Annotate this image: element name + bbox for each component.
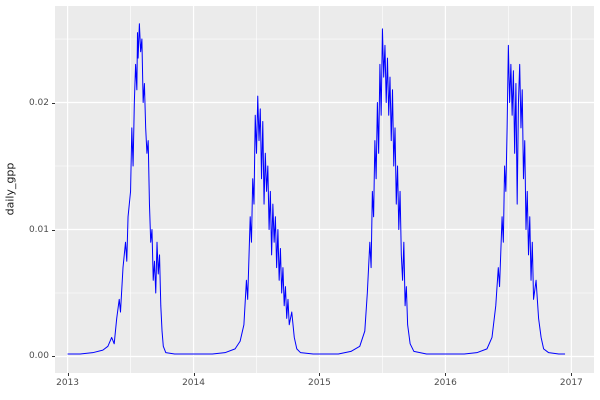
daily-gpp-line	[67, 23, 566, 355]
x-axis-tick	[445, 373, 447, 376]
y-axis-title: daily_gpp	[3, 162, 17, 216]
x-axis-tick	[193, 373, 195, 376]
x-tick-label: 2013	[56, 378, 80, 388]
x-axis-tick	[571, 373, 573, 376]
y-tick-label: 0.00	[28, 351, 49, 362]
line-chart-svg	[55, 6, 594, 373]
x-tick-label: 2014	[182, 378, 205, 388]
x-axis-tick	[67, 373, 69, 376]
y-axis-tick	[52, 229, 55, 231]
y-tick-label: 0.02	[28, 97, 49, 108]
y-tick-label: 0.01	[28, 224, 49, 235]
y-axis-tick	[52, 356, 55, 358]
x-tick-label: 2015	[308, 378, 331, 388]
x-tick-label: 2016	[433, 378, 457, 388]
x-axis-tick	[319, 373, 321, 376]
plot-panel	[55, 6, 594, 373]
x-tick-label: 2017	[559, 378, 583, 388]
y-axis-tick	[52, 102, 55, 104]
